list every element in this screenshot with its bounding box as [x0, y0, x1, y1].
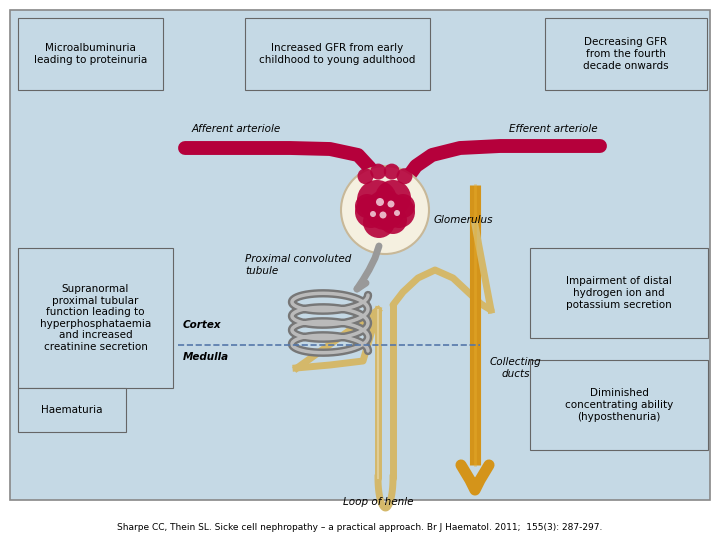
Circle shape — [358, 168, 374, 184]
Circle shape — [394, 210, 400, 216]
Text: Diminished
concentrating ability
(hyposthenuria): Diminished concentrating ability (hypost… — [565, 388, 673, 422]
FancyBboxPatch shape — [530, 248, 708, 338]
FancyBboxPatch shape — [18, 388, 126, 432]
Text: Proximal convoluted
tubule: Proximal convoluted tubule — [245, 254, 351, 276]
Text: Microalbuminuria
leading to proteinuria: Microalbuminuria leading to proteinuria — [34, 43, 147, 65]
Circle shape — [383, 196, 415, 228]
Circle shape — [365, 190, 405, 230]
Circle shape — [397, 168, 413, 184]
Text: Supranormal
proximal tubular
function leading to
hyperphosphataemia
and increase: Supranormal proximal tubular function le… — [40, 284, 151, 352]
Circle shape — [357, 180, 397, 220]
Text: Haematuria: Haematuria — [41, 405, 103, 415]
Circle shape — [379, 212, 387, 219]
Text: Loop of henle: Loop of henle — [343, 497, 413, 507]
FancyBboxPatch shape — [18, 248, 173, 388]
Text: Cortex: Cortex — [183, 320, 222, 330]
Text: Decreasing GFR
from the fourth
decade onwards: Decreasing GFR from the fourth decade on… — [583, 37, 669, 71]
Circle shape — [375, 180, 411, 216]
Text: Collecting
ducts: Collecting ducts — [490, 357, 541, 379]
Circle shape — [376, 198, 384, 206]
FancyBboxPatch shape — [18, 18, 163, 90]
Circle shape — [370, 164, 386, 180]
FancyBboxPatch shape — [10, 10, 710, 500]
Circle shape — [341, 166, 429, 254]
Circle shape — [363, 206, 395, 238]
FancyBboxPatch shape — [545, 18, 707, 90]
Circle shape — [391, 194, 415, 218]
Text: Sharpe CC, Thein SL. Sicke cell nephropathy – a practical approach. Br J Haemato: Sharpe CC, Thein SL. Sicke cell nephropa… — [117, 523, 603, 532]
Text: Afferent arteriole: Afferent arteriole — [192, 124, 282, 134]
Circle shape — [384, 164, 400, 180]
Text: Increased GFR from early
childhood to young adulthood: Increased GFR from early childhood to yo… — [259, 43, 415, 65]
Circle shape — [379, 206, 407, 234]
Text: Efferent arteriole: Efferent arteriole — [509, 124, 598, 134]
Circle shape — [387, 200, 395, 207]
Circle shape — [355, 194, 379, 218]
FancyBboxPatch shape — [245, 18, 430, 90]
Circle shape — [370, 211, 376, 217]
FancyBboxPatch shape — [530, 360, 708, 450]
Text: Medulla: Medulla — [183, 352, 229, 362]
Circle shape — [355, 196, 387, 228]
Text: Glomerulus: Glomerulus — [434, 215, 493, 225]
Text: Impairment of distal
hydrogen ion and
potassium secretion: Impairment of distal hydrogen ion and po… — [566, 276, 672, 309]
